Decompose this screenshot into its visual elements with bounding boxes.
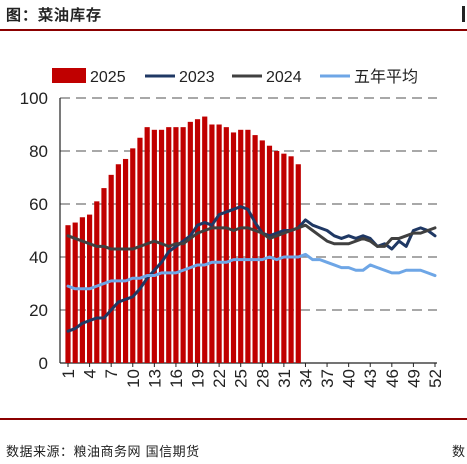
bar-2025-week-5 (94, 201, 100, 363)
x-tick-label: 7 (102, 369, 121, 378)
bar-2025-week-21 (209, 124, 215, 363)
line-series-五年平均 (66, 252, 437, 291)
bar-2025-week-13 (151, 129, 157, 363)
bar-2025-week-8 (115, 164, 121, 363)
bar-2025-week-18 (187, 121, 193, 363)
x-tick-label: 19 (189, 369, 208, 388)
top-rule (0, 29, 467, 31)
bar-2025-week-14 (158, 129, 165, 363)
bar-2025-week-30 (274, 151, 280, 363)
x-tick-label: 22 (210, 369, 229, 388)
line-series (66, 205, 437, 333)
x-tick-label: 28 (253, 369, 272, 388)
bar-2025-week-2 (72, 222, 78, 363)
bar-2025-week-20 (202, 116, 208, 363)
legend-swatch-2025 (52, 68, 86, 83)
bar-2025-week-23 (223, 127, 229, 364)
y-tick-label: 100 (20, 89, 48, 108)
x-tick-label: 37 (318, 369, 337, 388)
x-tick-labels: 1 4 7 10 13 16 19 22 25 28 31 34 37 40 43 46 49 52 (59, 369, 445, 388)
legend: 2025 2023 2024 五年平均 (52, 68, 418, 86)
page-tail-text: 数 (451, 445, 465, 460)
x-tick-label: 34 (296, 369, 315, 388)
bar-2025-week-27 (252, 135, 258, 363)
y-tick-label: 80 (29, 142, 48, 161)
x-tick-label: 13 (145, 369, 164, 388)
y-tick-label: 40 (29, 248, 48, 267)
x-tick-label: 4 (81, 369, 100, 378)
corner-mark (462, 6, 465, 22)
chart-title: 图：菜油库存 (6, 6, 103, 24)
x-tick-label: 49 (404, 369, 423, 388)
x-tick-label: 40 (340, 369, 359, 388)
x-tick-label: 52 (426, 369, 445, 388)
bar-2025-week-22 (216, 124, 222, 363)
legend-label-2025: 2025 (90, 69, 126, 86)
y-tick-label: 0 (39, 354, 48, 373)
bottom-rule (0, 418, 467, 420)
bar-2025-week-32 (288, 156, 294, 363)
y-tick-labels: 0 20 40 60 80 100 (20, 89, 48, 373)
x-tick-label: 16 (167, 369, 186, 388)
x-tick-label: 31 (275, 369, 294, 388)
legend-label-2024: 2024 (266, 69, 302, 86)
bar-2025-week-7 (108, 174, 114, 363)
bar-2025-week-28 (259, 140, 265, 363)
data-source: 数据来源：粮油商务网 国信期货 (6, 445, 200, 460)
bar-2025-week-10 (130, 148, 136, 363)
x-tick-label: 10 (124, 369, 143, 388)
x-tick-label: 43 (361, 369, 380, 388)
x-tick-label: 46 (383, 369, 402, 388)
bar-2025-week-24 (230, 132, 237, 363)
x-tick-label: 25 (232, 369, 251, 388)
bar-2025-week-11 (137, 137, 143, 363)
bar-2025-week-29 (266, 145, 273, 363)
bar-2025-week-9 (122, 158, 129, 363)
bar-2025-week-33 (295, 164, 301, 363)
x-tick-label: 1 (59, 369, 78, 378)
bar-2025-week-25 (238, 129, 244, 363)
legend-label-2023: 2023 (179, 69, 215, 86)
bar-2025-week-26 (245, 129, 251, 363)
bar-2025-week-6 (101, 188, 107, 363)
y-tick-label: 20 (29, 301, 48, 320)
bar-2025-week-1 (65, 225, 71, 363)
bar-2025-week-19 (194, 119, 201, 363)
legend-label-五年平均: 五年平均 (354, 68, 418, 86)
line-series-2024 (66, 223, 437, 251)
y-tick-label: 60 (29, 195, 48, 214)
